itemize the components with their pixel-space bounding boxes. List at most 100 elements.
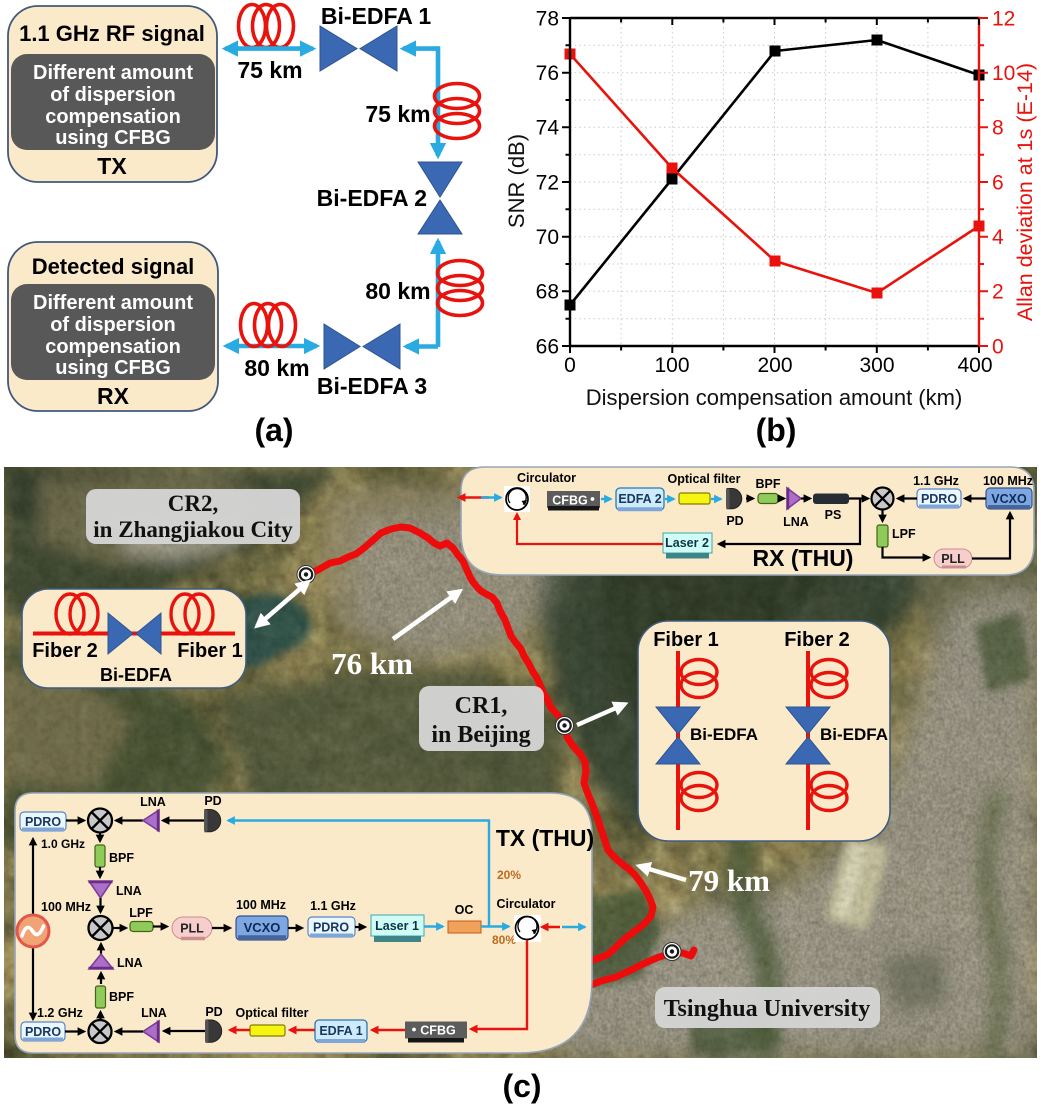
svg-text:1.1 GHz: 1.1 GHz bbox=[913, 474, 959, 488]
svg-text:in Beijing: in Beijing bbox=[431, 722, 530, 748]
svg-text:20%: 20% bbox=[497, 868, 521, 882]
svg-text:10: 10 bbox=[992, 62, 1015, 85]
svg-text:compensation: compensation bbox=[45, 336, 181, 358]
svg-text:1.0 GHz: 1.0 GHz bbox=[41, 837, 85, 851]
svg-text:Bi-EDFA: Bi-EDFA bbox=[100, 665, 172, 685]
svg-text:CR2,: CR2, bbox=[168, 491, 218, 516]
svg-text:1.1 GHz RF signal: 1.1 GHz RF signal bbox=[19, 21, 205, 46]
svg-text:76: 76 bbox=[536, 62, 559, 85]
svg-text:100: 100 bbox=[654, 354, 689, 377]
svg-text:LNA: LNA bbox=[783, 515, 809, 529]
svg-text:Fiber 2: Fiber 2 bbox=[32, 640, 98, 662]
svg-text:12: 12 bbox=[992, 8, 1015, 31]
svg-text:6: 6 bbox=[992, 172, 1004, 195]
svg-text:(b): (b) bbox=[756, 412, 797, 448]
svg-text:Bi-EDFA 3: Bi-EDFA 3 bbox=[317, 373, 427, 399]
svg-text:Detected signal: Detected signal bbox=[32, 254, 195, 279]
svg-text:using CFBG: using CFBG bbox=[55, 127, 171, 149]
svg-text:74: 74 bbox=[536, 117, 560, 140]
svg-text:(c): (c) bbox=[502, 1068, 541, 1104]
svg-text:PDRO: PDRO bbox=[921, 492, 957, 506]
svg-text:BPF: BPF bbox=[109, 851, 134, 865]
svg-text:PS: PS bbox=[825, 508, 842, 522]
svg-text:100 MHz: 100 MHz bbox=[236, 898, 286, 912]
svg-text:66: 66 bbox=[536, 336, 559, 359]
svg-text:Fiber 1: Fiber 1 bbox=[177, 640, 243, 662]
svg-text:80%: 80% bbox=[492, 933, 516, 947]
svg-text:PLL: PLL bbox=[941, 552, 965, 566]
svg-text:Tsinghua University: Tsinghua University bbox=[664, 996, 871, 1022]
svg-text:(a): (a) bbox=[254, 412, 293, 448]
svg-text:CR1,: CR1, bbox=[455, 693, 508, 719]
svg-text:CFBG: CFBG bbox=[420, 1024, 455, 1038]
svg-text:TX: TX bbox=[97, 153, 127, 179]
svg-text:76 km: 76 km bbox=[331, 646, 413, 681]
svg-text:CFBG: CFBG bbox=[552, 494, 587, 508]
svg-text:100 MHz: 100 MHz bbox=[41, 900, 91, 914]
svg-text:SNR (dB): SNR (dB) bbox=[504, 134, 529, 228]
svg-text:75 km: 75 km bbox=[365, 101, 430, 127]
svg-text:BPF: BPF bbox=[756, 477, 781, 491]
svg-text:Fiber 2: Fiber 2 bbox=[784, 629, 850, 651]
svg-text:Bi-EDFA 2: Bi-EDFA 2 bbox=[317, 185, 427, 211]
svg-text:EDFA 2: EDFA 2 bbox=[618, 492, 661, 506]
svg-text:100 MHz: 100 MHz bbox=[983, 474, 1033, 488]
svg-text:of dispersion: of dispersion bbox=[50, 314, 176, 336]
svg-text:Bi-EDFA: Bi-EDFA bbox=[820, 725, 888, 744]
svg-text:PLL: PLL bbox=[180, 922, 204, 936]
svg-text:79 km: 79 km bbox=[688, 863, 770, 898]
svg-text:1.2 GHz: 1.2 GHz bbox=[37, 1006, 83, 1020]
svg-text:8: 8 bbox=[992, 117, 1004, 140]
svg-text:Different amount: Different amount bbox=[33, 292, 193, 314]
svg-text:0: 0 bbox=[992, 336, 1004, 359]
svg-text:of dispersion: of dispersion bbox=[50, 84, 176, 106]
svg-text:Different amount: Different amount bbox=[33, 62, 193, 84]
svg-text:LPF: LPF bbox=[129, 906, 153, 920]
svg-text:Bi-EDFA: Bi-EDFA bbox=[690, 725, 758, 744]
svg-text:80 km: 80 km bbox=[244, 355, 309, 381]
svg-text:EDFA 1: EDFA 1 bbox=[319, 1024, 362, 1038]
svg-text:200: 200 bbox=[757, 354, 792, 377]
svg-text:78: 78 bbox=[536, 8, 559, 31]
svg-text:72: 72 bbox=[536, 172, 559, 195]
svg-text:in Zhangjiakou City: in Zhangjiakou City bbox=[93, 517, 293, 542]
svg-text:LNA: LNA bbox=[140, 795, 166, 809]
svg-text:LPF: LPF bbox=[892, 527, 916, 541]
svg-text:LNA: LNA bbox=[117, 956, 143, 970]
svg-text:PDRO: PDRO bbox=[25, 1025, 61, 1039]
svg-text:LNA: LNA bbox=[141, 1006, 167, 1020]
svg-text:Allan deviation at 1s (E-14): Allan deviation at 1s (E-14) bbox=[1013, 63, 1037, 321]
svg-text:400: 400 bbox=[957, 354, 992, 377]
svg-text:Optical filter: Optical filter bbox=[668, 472, 741, 486]
svg-text:VCXO: VCXO bbox=[244, 920, 281, 935]
svg-text:2: 2 bbox=[992, 281, 1004, 304]
svg-text:OC: OC bbox=[455, 903, 474, 917]
svg-text:VCXO: VCXO bbox=[991, 492, 1027, 506]
svg-text:70: 70 bbox=[536, 226, 559, 249]
svg-text:80 km: 80 km bbox=[365, 278, 430, 304]
svg-text:PD: PD bbox=[204, 794, 221, 808]
svg-text:4: 4 bbox=[992, 226, 1004, 249]
svg-text:75 km: 75 km bbox=[237, 57, 302, 83]
svg-text:68: 68 bbox=[536, 281, 559, 304]
svg-text:Laser 2: Laser 2 bbox=[665, 536, 709, 550]
svg-text:PDRO: PDRO bbox=[25, 815, 61, 829]
svg-text:Laser 1: Laser 1 bbox=[375, 919, 419, 933]
svg-text:Circulator: Circulator bbox=[496, 897, 555, 911]
svg-text:1.1 GHz: 1.1 GHz bbox=[310, 899, 356, 913]
svg-text:RX (THU): RX (THU) bbox=[753, 545, 854, 571]
svg-text:Bi-EDFA 1: Bi-EDFA 1 bbox=[321, 3, 432, 29]
svg-text:PDRO: PDRO bbox=[313, 921, 349, 935]
svg-text:Optical filter: Optical filter bbox=[236, 1006, 309, 1020]
svg-text:compensation: compensation bbox=[45, 106, 181, 128]
svg-text:RX: RX bbox=[97, 383, 130, 409]
svg-text:TX (THU): TX (THU) bbox=[496, 825, 594, 851]
svg-text:0: 0 bbox=[564, 354, 576, 377]
svg-text:PD: PD bbox=[726, 514, 743, 528]
svg-text:BPF: BPF bbox=[109, 990, 134, 1004]
svg-text:using CFBG: using CFBG bbox=[55, 357, 171, 379]
svg-text:LNA: LNA bbox=[116, 884, 142, 898]
svg-text:Fiber 1: Fiber 1 bbox=[653, 629, 719, 651]
svg-text:PD: PD bbox=[205, 1005, 222, 1019]
svg-text:300: 300 bbox=[859, 354, 894, 377]
